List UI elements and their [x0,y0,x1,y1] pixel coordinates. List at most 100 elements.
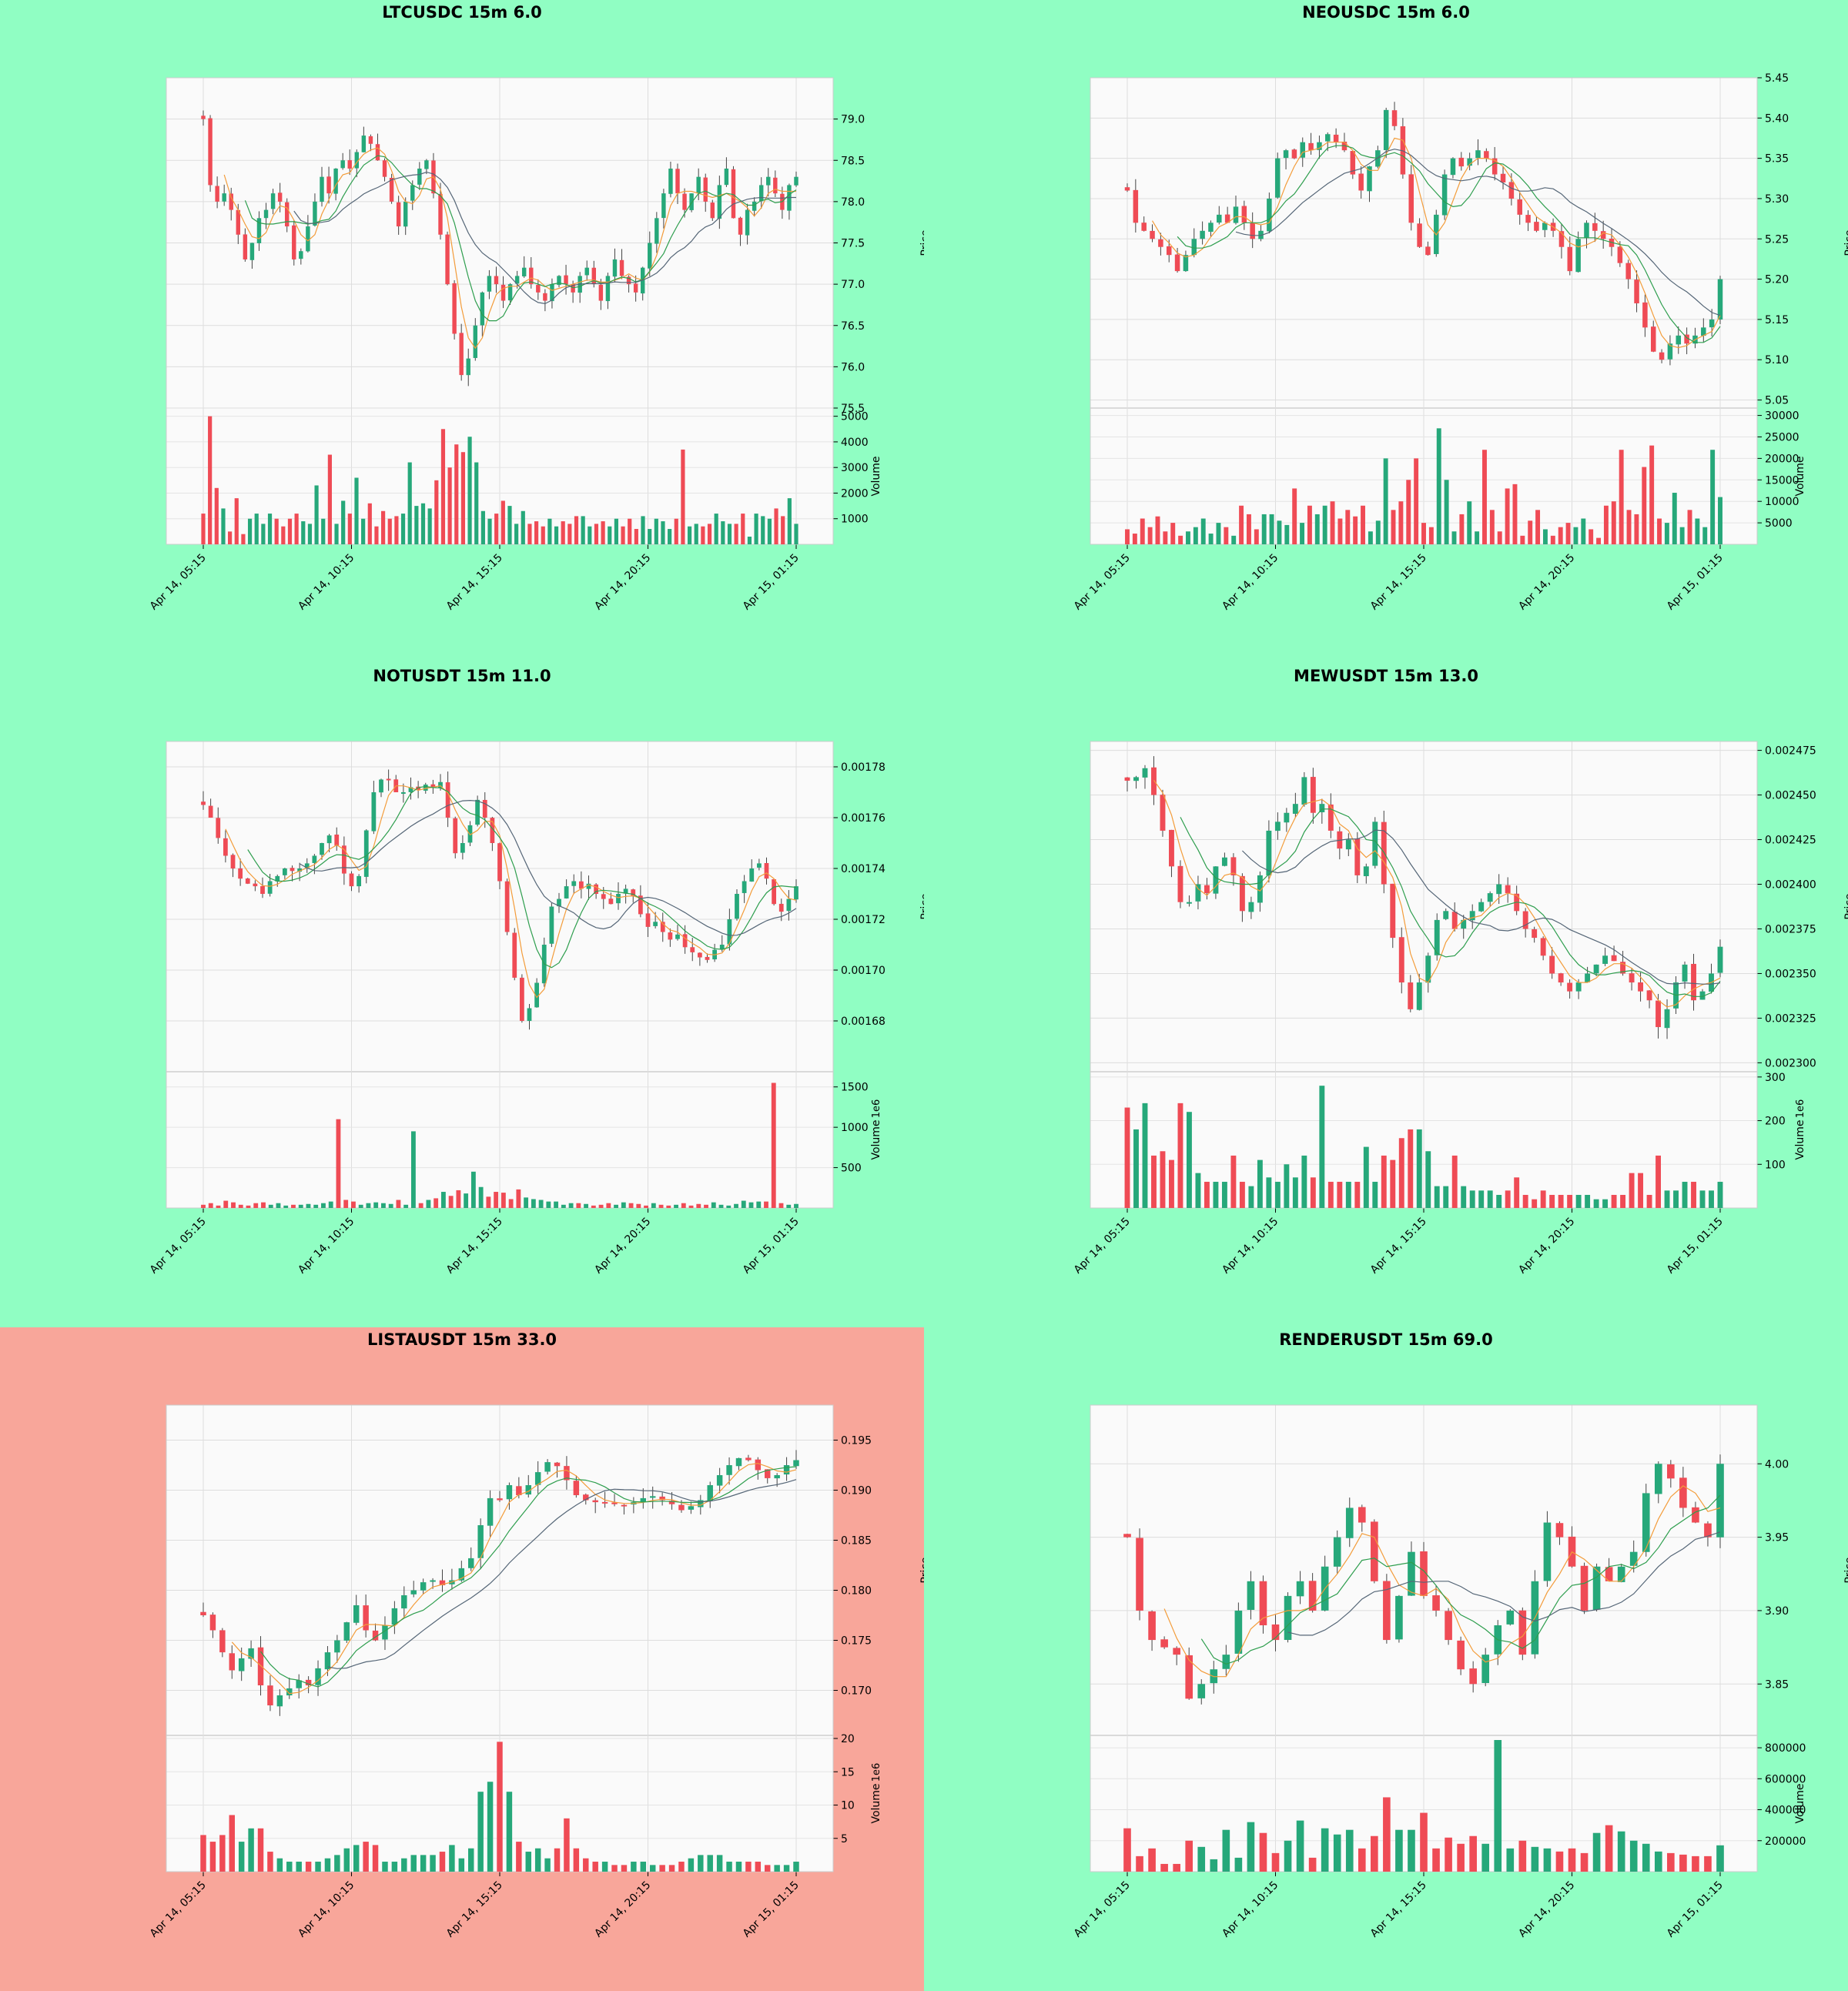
volume-bar [636,1203,641,1208]
volume-bar [247,518,253,544]
candle-body [445,782,450,818]
volume-bar [1257,1159,1263,1208]
y-tick-label: 0.00168 [841,1016,886,1028]
volume-bar [281,526,286,544]
candle-body [749,868,755,882]
candle-body [452,283,457,334]
volume-bar [209,1842,216,1872]
candle-body [1425,955,1431,983]
volume-bar [1558,1194,1564,1208]
candle-body [1467,158,1472,166]
volume-bar [674,1204,678,1208]
candle-body [482,799,487,818]
volume-bar [381,1203,386,1208]
volume-bar [214,487,219,544]
volume-bar [361,518,366,544]
x-tick-label: Apr 14, 15:15 [444,552,505,613]
volume-bar [554,1201,559,1208]
candle-body [1166,246,1172,256]
volume-bar [497,1742,503,1872]
candle-body [1317,142,1322,150]
candle-body [1160,795,1166,831]
volume-bar [343,1848,350,1872]
candle-body [284,202,290,227]
candle-body [223,838,228,856]
candle-body [1620,962,1626,974]
candle-body [260,885,265,894]
candle-body [1691,963,1696,1001]
volume-bar [1284,1164,1290,1208]
volume-bar [201,1204,206,1208]
candle-body [1496,884,1502,895]
volume-bar [765,1865,771,1872]
volume-bar [219,1835,226,1872]
candle-body [487,276,492,292]
volume-bar [1186,531,1190,544]
volume-bar [1314,514,1320,544]
volume-bar [507,506,512,544]
volume-bar [314,485,319,544]
sma-short-line [1153,780,1721,1008]
volume-bar [1136,1855,1143,1872]
volume-bar [741,1200,746,1208]
candle-body [401,1595,407,1609]
volume-bar [458,1858,465,1872]
volume-bar [506,1792,513,1872]
candle-body [1204,885,1210,894]
volume-axis-label: Volume [870,1119,882,1159]
volume-bar [1230,1155,1237,1208]
candle-body [1213,866,1219,894]
candle-body [408,787,413,792]
volume-bar [1420,1812,1428,1872]
volume-bar [1148,1848,1156,1872]
volume-bar [1222,1829,1230,1872]
volume-bar [631,1862,637,1872]
volume-bar [1497,531,1502,544]
candle-body [1709,319,1715,328]
volume-bar [576,1203,581,1208]
volume-bar [628,518,632,544]
volume-bar [1549,1194,1555,1208]
candle-body [1487,893,1493,902]
y-tick-label: 0.00174 [841,863,886,875]
candle-body [468,1558,474,1568]
candle-body [1230,857,1237,875]
y-tick-label: 5.25 [1765,233,1789,246]
volume-bar [1487,1190,1493,1208]
y-tick-label: 0.002475 [1765,745,1816,758]
volume-bar [1482,450,1487,544]
candle-body [690,947,695,952]
volume-bar [407,462,412,544]
volume-bar [1512,484,1518,544]
volume-bar [688,1205,694,1208]
volume-bar [1395,1829,1403,1872]
volume-bar [1567,1194,1573,1208]
candle-body [1508,182,1515,199]
x-tick-label: Apr 14, 15:15 [444,1216,505,1277]
y-axis-label: Price [1843,893,1848,919]
volume-bar [257,1828,264,1872]
volume-bar [654,518,658,544]
volume-bar [388,1203,393,1208]
volume-bar [1197,1846,1206,1872]
volume-bar [410,1131,416,1208]
sma-mid-line [244,155,797,322]
candle-body [583,1494,589,1501]
candle-body [1580,1565,1589,1611]
volume-bar [313,1204,319,1208]
vol-tick-label: 500 [841,1163,862,1175]
sma-long-line [1241,829,1721,985]
volume-bar [347,514,352,544]
volume-bar [1425,1151,1431,1208]
candle-body [500,284,506,301]
x-tick-label: Apr 14, 20:15 [1516,1879,1577,1940]
candle-body [275,875,280,882]
vol-tick-label: 200000 [1765,1835,1806,1848]
candle-body [611,1502,618,1504]
candle-body [480,292,485,326]
volume-bar [1187,1112,1192,1208]
volume-bar [1221,1181,1227,1208]
candle-body [536,285,541,293]
volume-bar [508,1199,514,1208]
volume-bar [1151,1155,1157,1208]
